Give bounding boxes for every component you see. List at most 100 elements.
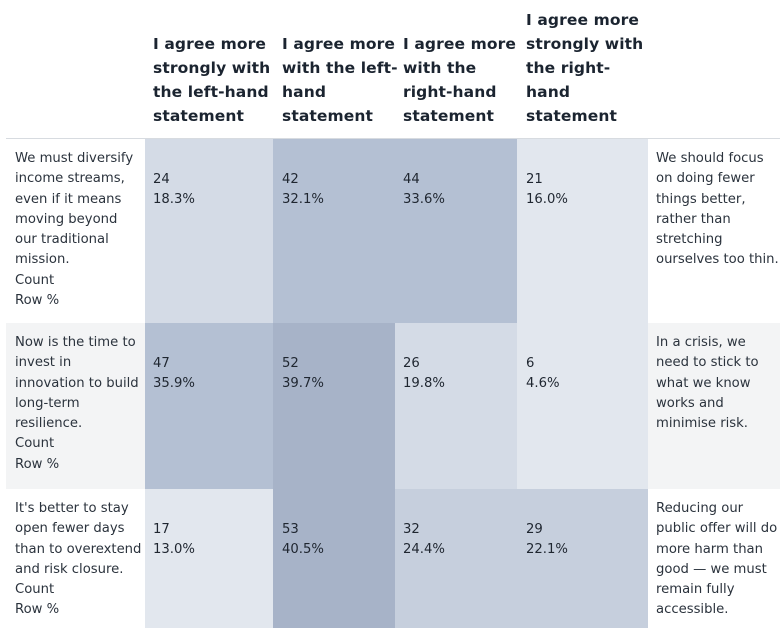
- left-statement-line: We must diversify: [15, 151, 134, 166]
- right-statement: We should focus on doing fewer things bett…: [656, 149, 779, 271]
- cell-value: 29 22.1%: [526, 520, 568, 561]
- table-row: 17 13.0% 53 40.5% 32 24.4% 29 22.1% It's better …: [6, 489, 780, 628]
- column-header-line: hand: [526, 83, 571, 101]
- cell-row-percent: 13.0%: [153, 542, 195, 558]
- cell-count: 52: [282, 356, 299, 371]
- left-statement-line: even if it means: [15, 191, 122, 207]
- cell-count: 24: [153, 172, 170, 187]
- right-statement: In a crisis, we need to stick to what we k…: [656, 333, 759, 434]
- metric-label: Count: [15, 436, 55, 452]
- cell-value: 21 16.0%: [526, 170, 568, 211]
- column-header: I agree more with the right-hand statement: [403, 0, 516, 128]
- cell-row-percent: 33.6%: [403, 192, 445, 208]
- right-statement-line: accessible.: [656, 602, 729, 618]
- column-header-line: the left-hand: [153, 83, 269, 101]
- left-statement: Now is the time to invest in innovation to…: [15, 333, 139, 475]
- cell-count: 17: [153, 522, 170, 537]
- cell-count: 26: [403, 356, 420, 371]
- cell-value: 52 39.7%: [282, 354, 324, 395]
- column-header-line: I agree more: [403, 35, 516, 53]
- right-statement-line: what we know: [656, 375, 751, 391]
- column-header-line: statement: [282, 107, 374, 125]
- column-header-line: with the: [403, 59, 477, 77]
- left-statement-line: Now is the time to: [15, 335, 136, 350]
- column-header-line: I agree more: [282, 35, 395, 53]
- cell-count: 32: [403, 522, 420, 537]
- cell-count: 53: [282, 522, 299, 537]
- right-statement-line: remain fully: [656, 582, 735, 598]
- column-header-line: statement: [153, 107, 245, 125]
- data-cell: [517, 323, 648, 489]
- cell-count: 6: [526, 356, 535, 371]
- right-statement-line: We should focus: [656, 151, 764, 166]
- cell-row-percent: 32.1%: [282, 192, 324, 208]
- right-statement-line: works and: [656, 395, 724, 411]
- right-statement-line: things better,: [656, 191, 746, 207]
- cell-value: 6 4.6%: [526, 354, 560, 395]
- right-statement-line: In a crisis, we: [656, 335, 746, 350]
- column-header-line: strongly with: [526, 35, 644, 53]
- header-divider: [6, 138, 780, 139]
- data-cell: [145, 323, 273, 489]
- data-cell: [145, 139, 273, 323]
- left-statement-line: long-term: [15, 395, 80, 411]
- cell-value: 42 32.1%: [282, 170, 324, 211]
- cell-row-percent: 24.4%: [403, 542, 445, 558]
- metric-label: Row %: [15, 602, 60, 618]
- cell-count: 29: [526, 522, 543, 537]
- data-cell: [273, 139, 395, 323]
- metric-label: Row %: [15, 293, 60, 309]
- cell-row-percent: 4.6%: [526, 376, 560, 392]
- right-statement-line: more harm than: [656, 541, 763, 557]
- data-cell: [273, 489, 395, 628]
- cell-count: 21: [526, 172, 543, 187]
- right-statement-line: public offer will do: [656, 521, 778, 537]
- column-header: I agree more strongly with the left-hand st…: [153, 0, 270, 128]
- cell-row-percent: 19.8%: [403, 376, 445, 392]
- right-statement-line: minimise risk.: [656, 416, 749, 432]
- data-cell: [517, 489, 648, 628]
- column-header-line: statement: [526, 107, 618, 125]
- column-header-line: I agree more: [153, 35, 266, 53]
- left-statement-line: and risk closure.: [15, 561, 124, 577]
- cell-value: 26 19.8%: [403, 354, 445, 395]
- cell-value: 53 40.5%: [282, 520, 324, 561]
- column-header-line: right-hand: [403, 83, 497, 101]
- table-row: 47 35.9% 52 39.7% 26 19.8% 6 4.6% Now is the tim…: [6, 323, 780, 489]
- cell-row-percent: 40.5%: [282, 542, 324, 558]
- left-statement-line: invest in: [15, 355, 72, 371]
- cell-value: 32 24.4%: [403, 520, 445, 561]
- metric-label: Count: [15, 582, 55, 598]
- cell-value: 47 35.9%: [153, 354, 195, 395]
- left-statement-line: innovation to build: [15, 375, 139, 391]
- right-statement-line: Reducing our: [656, 501, 744, 516]
- right-statement: Reducing our public offer will do more har…: [656, 499, 777, 621]
- column-header: I agree more strongly with the right-hand s…: [526, 0, 643, 128]
- cell-row-percent: 39.7%: [282, 376, 324, 392]
- column-header-line: statement: [403, 107, 495, 125]
- right-statement-line: on doing fewer: [656, 171, 755, 187]
- left-statement-line: It's better to stay: [15, 501, 129, 516]
- column-header-line: with the left-: [282, 59, 398, 77]
- cell-row-percent: 18.3%: [153, 192, 195, 208]
- cell-row-percent: 22.1%: [526, 542, 568, 558]
- right-statement-line: need to stick to: [656, 355, 759, 371]
- cell-row-percent: 16.0%: [526, 192, 568, 208]
- left-statement-line: income streams,: [15, 171, 125, 187]
- right-statement-line: ourselves too thin.: [656, 252, 779, 268]
- cell-value: 24 18.3%: [153, 170, 195, 211]
- column-header-line: the right-: [526, 59, 611, 77]
- left-statement-line: our traditional: [15, 232, 109, 248]
- left-statement-line: than to overextend: [15, 541, 142, 557]
- metric-label: Count: [15, 272, 55, 288]
- right-statement-line: stretching: [656, 232, 723, 248]
- cell-count: 47: [153, 356, 170, 371]
- metric-label: Row %: [15, 456, 60, 472]
- table-row: 24 18.3% 42 32.1% 44 33.6% 21 16.0% We must dive…: [6, 139, 780, 323]
- right-statement-line: good — we must: [656, 561, 767, 577]
- data-cell: [395, 489, 517, 628]
- column-header: I agree more with the left-hand statement: [282, 0, 398, 128]
- data-cell: [145, 489, 273, 628]
- left-statement: It's better to stay open fewer days than t…: [15, 499, 141, 621]
- right-statement-line: rather than: [656, 211, 731, 227]
